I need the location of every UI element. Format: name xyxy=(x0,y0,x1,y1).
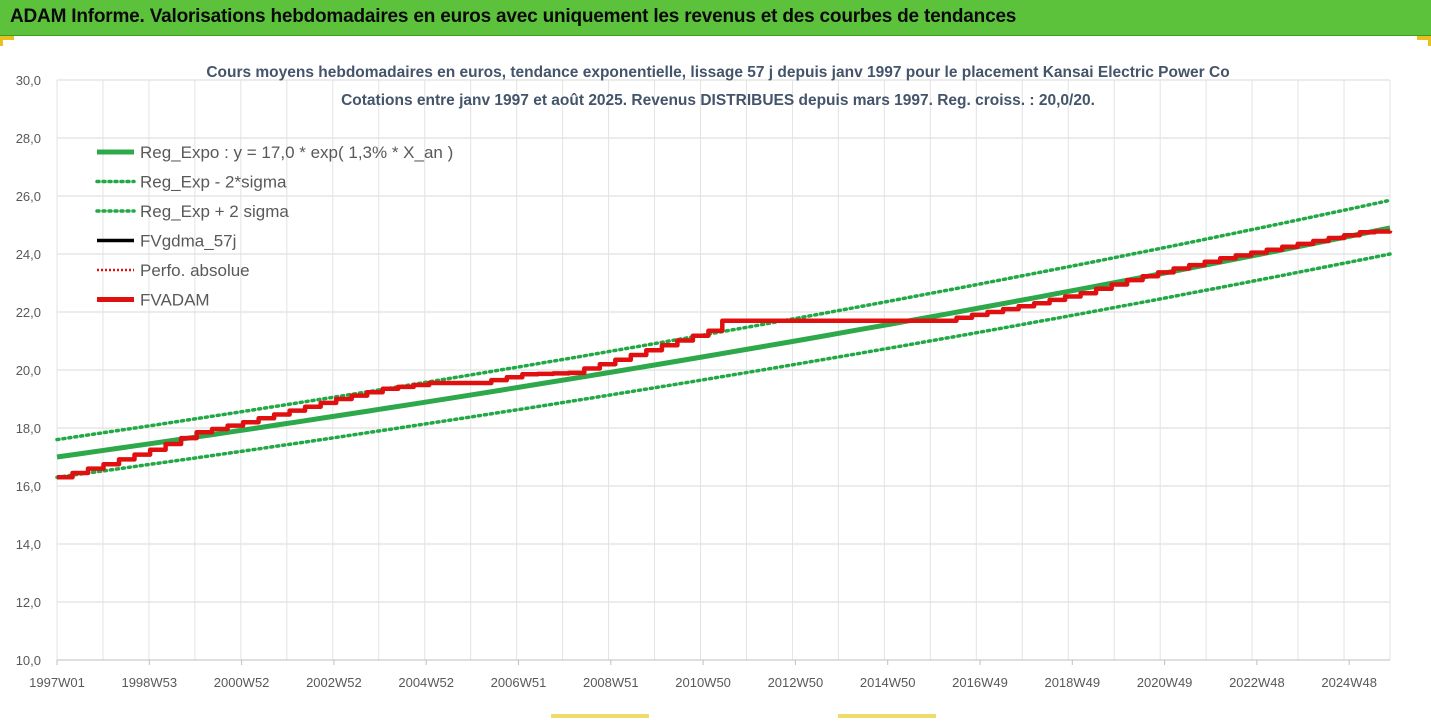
chart-title-line1: Cours moyens hebdomadaires en euros, ten… xyxy=(206,64,1229,81)
x-tick-label: 2002W52 xyxy=(306,675,362,690)
x-tick-label: 2016W49 xyxy=(952,675,1008,690)
page-title: ADAM Informe. Valorisations hebdomadaire… xyxy=(10,6,1017,27)
x-tick-label: 2000W52 xyxy=(214,675,270,690)
resize-handle-left-vertical[interactable] xyxy=(0,36,3,46)
resize-handle-bottom-right[interactable] xyxy=(838,714,936,718)
x-tick-label: 2024W48 xyxy=(1321,675,1377,690)
y-axis: 10,0 12,0 14,0 16,0 18,0 20,0 22,0 24,0 26,0 28,0… xyxy=(16,73,41,668)
x-tick-label: 2010W50 xyxy=(675,675,731,690)
legend-label: FVADAM xyxy=(140,291,210,310)
legend-label: Reg_Exp + 2 sigma xyxy=(140,202,289,221)
legend-label: Reg_Expo : y = 17,0 * exp( 1,3% * X_an ) xyxy=(140,143,453,162)
x-axis: 1997W01 1998W53 2000W52 2002W52 2004W52 2006W… xyxy=(29,659,1390,690)
legend-label: Perfo. absolue xyxy=(140,261,250,280)
y-tick-label: 22,0 xyxy=(16,305,41,320)
x-tick-label: 2008W51 xyxy=(583,675,639,690)
y-tick-label: 10,0 xyxy=(16,653,41,668)
series-reg-minus-2sigma xyxy=(55,252,1392,480)
header-bar: ADAM Informe. Valorisations hebdomadaire… xyxy=(0,0,1431,36)
y-tick-label: 12,0 xyxy=(16,595,41,610)
y-tick-label: 20,0 xyxy=(16,363,41,378)
y-tick-label: 30,0 xyxy=(16,73,41,88)
resize-handle-right-vertical[interactable] xyxy=(1428,36,1431,46)
x-tick-label: 2006W51 xyxy=(491,675,547,690)
series-group xyxy=(55,198,1393,480)
line-chart: 10,0 12,0 14,0 16,0 18,0 20,0 22,0 24,0 26,0 28,0… xyxy=(16,64,1393,690)
grid-lines xyxy=(56,79,1391,661)
y-tick-label: 26,0 xyxy=(16,189,41,204)
legend-label: FVgdma_57j xyxy=(140,232,236,251)
x-tick-label: 2020W49 xyxy=(1137,675,1193,690)
x-tick-label: 2022W48 xyxy=(1229,675,1285,690)
y-tick-label: 24,0 xyxy=(16,247,41,262)
resize-handle-right[interactable] xyxy=(1417,36,1431,40)
x-tick-label: 2014W50 xyxy=(860,675,916,690)
chart-area: 10,0 12,0 14,0 16,0 18,0 20,0 22,0 24,0 26,0 28,0… xyxy=(0,38,1431,718)
x-tick-label: 1998W53 xyxy=(121,675,177,690)
resize-handle-left[interactable] xyxy=(0,36,14,40)
x-tick-label: 1997W01 xyxy=(29,675,85,690)
legend-label: Reg_Exp - 2*sigma xyxy=(140,173,287,192)
chart-title-line2: Cotations entre janv 1997 et août 2025. … xyxy=(341,92,1095,109)
x-tick-label: 2004W52 xyxy=(398,675,454,690)
y-tick-label: 14,0 xyxy=(16,537,41,552)
x-tick-label: 2012W50 xyxy=(768,675,824,690)
y-tick-label: 28,0 xyxy=(16,131,41,146)
y-tick-label: 16,0 xyxy=(16,479,41,494)
series-fvadam xyxy=(57,229,1393,480)
x-tick-label: 2018W49 xyxy=(1044,675,1100,690)
chart-legend: Reg_Expo : y = 17,0 * exp( 1,3% * X_an )… xyxy=(95,143,453,310)
y-tick-label: 18,0 xyxy=(16,421,41,436)
resize-handle-bottom-left[interactable] xyxy=(551,714,649,718)
